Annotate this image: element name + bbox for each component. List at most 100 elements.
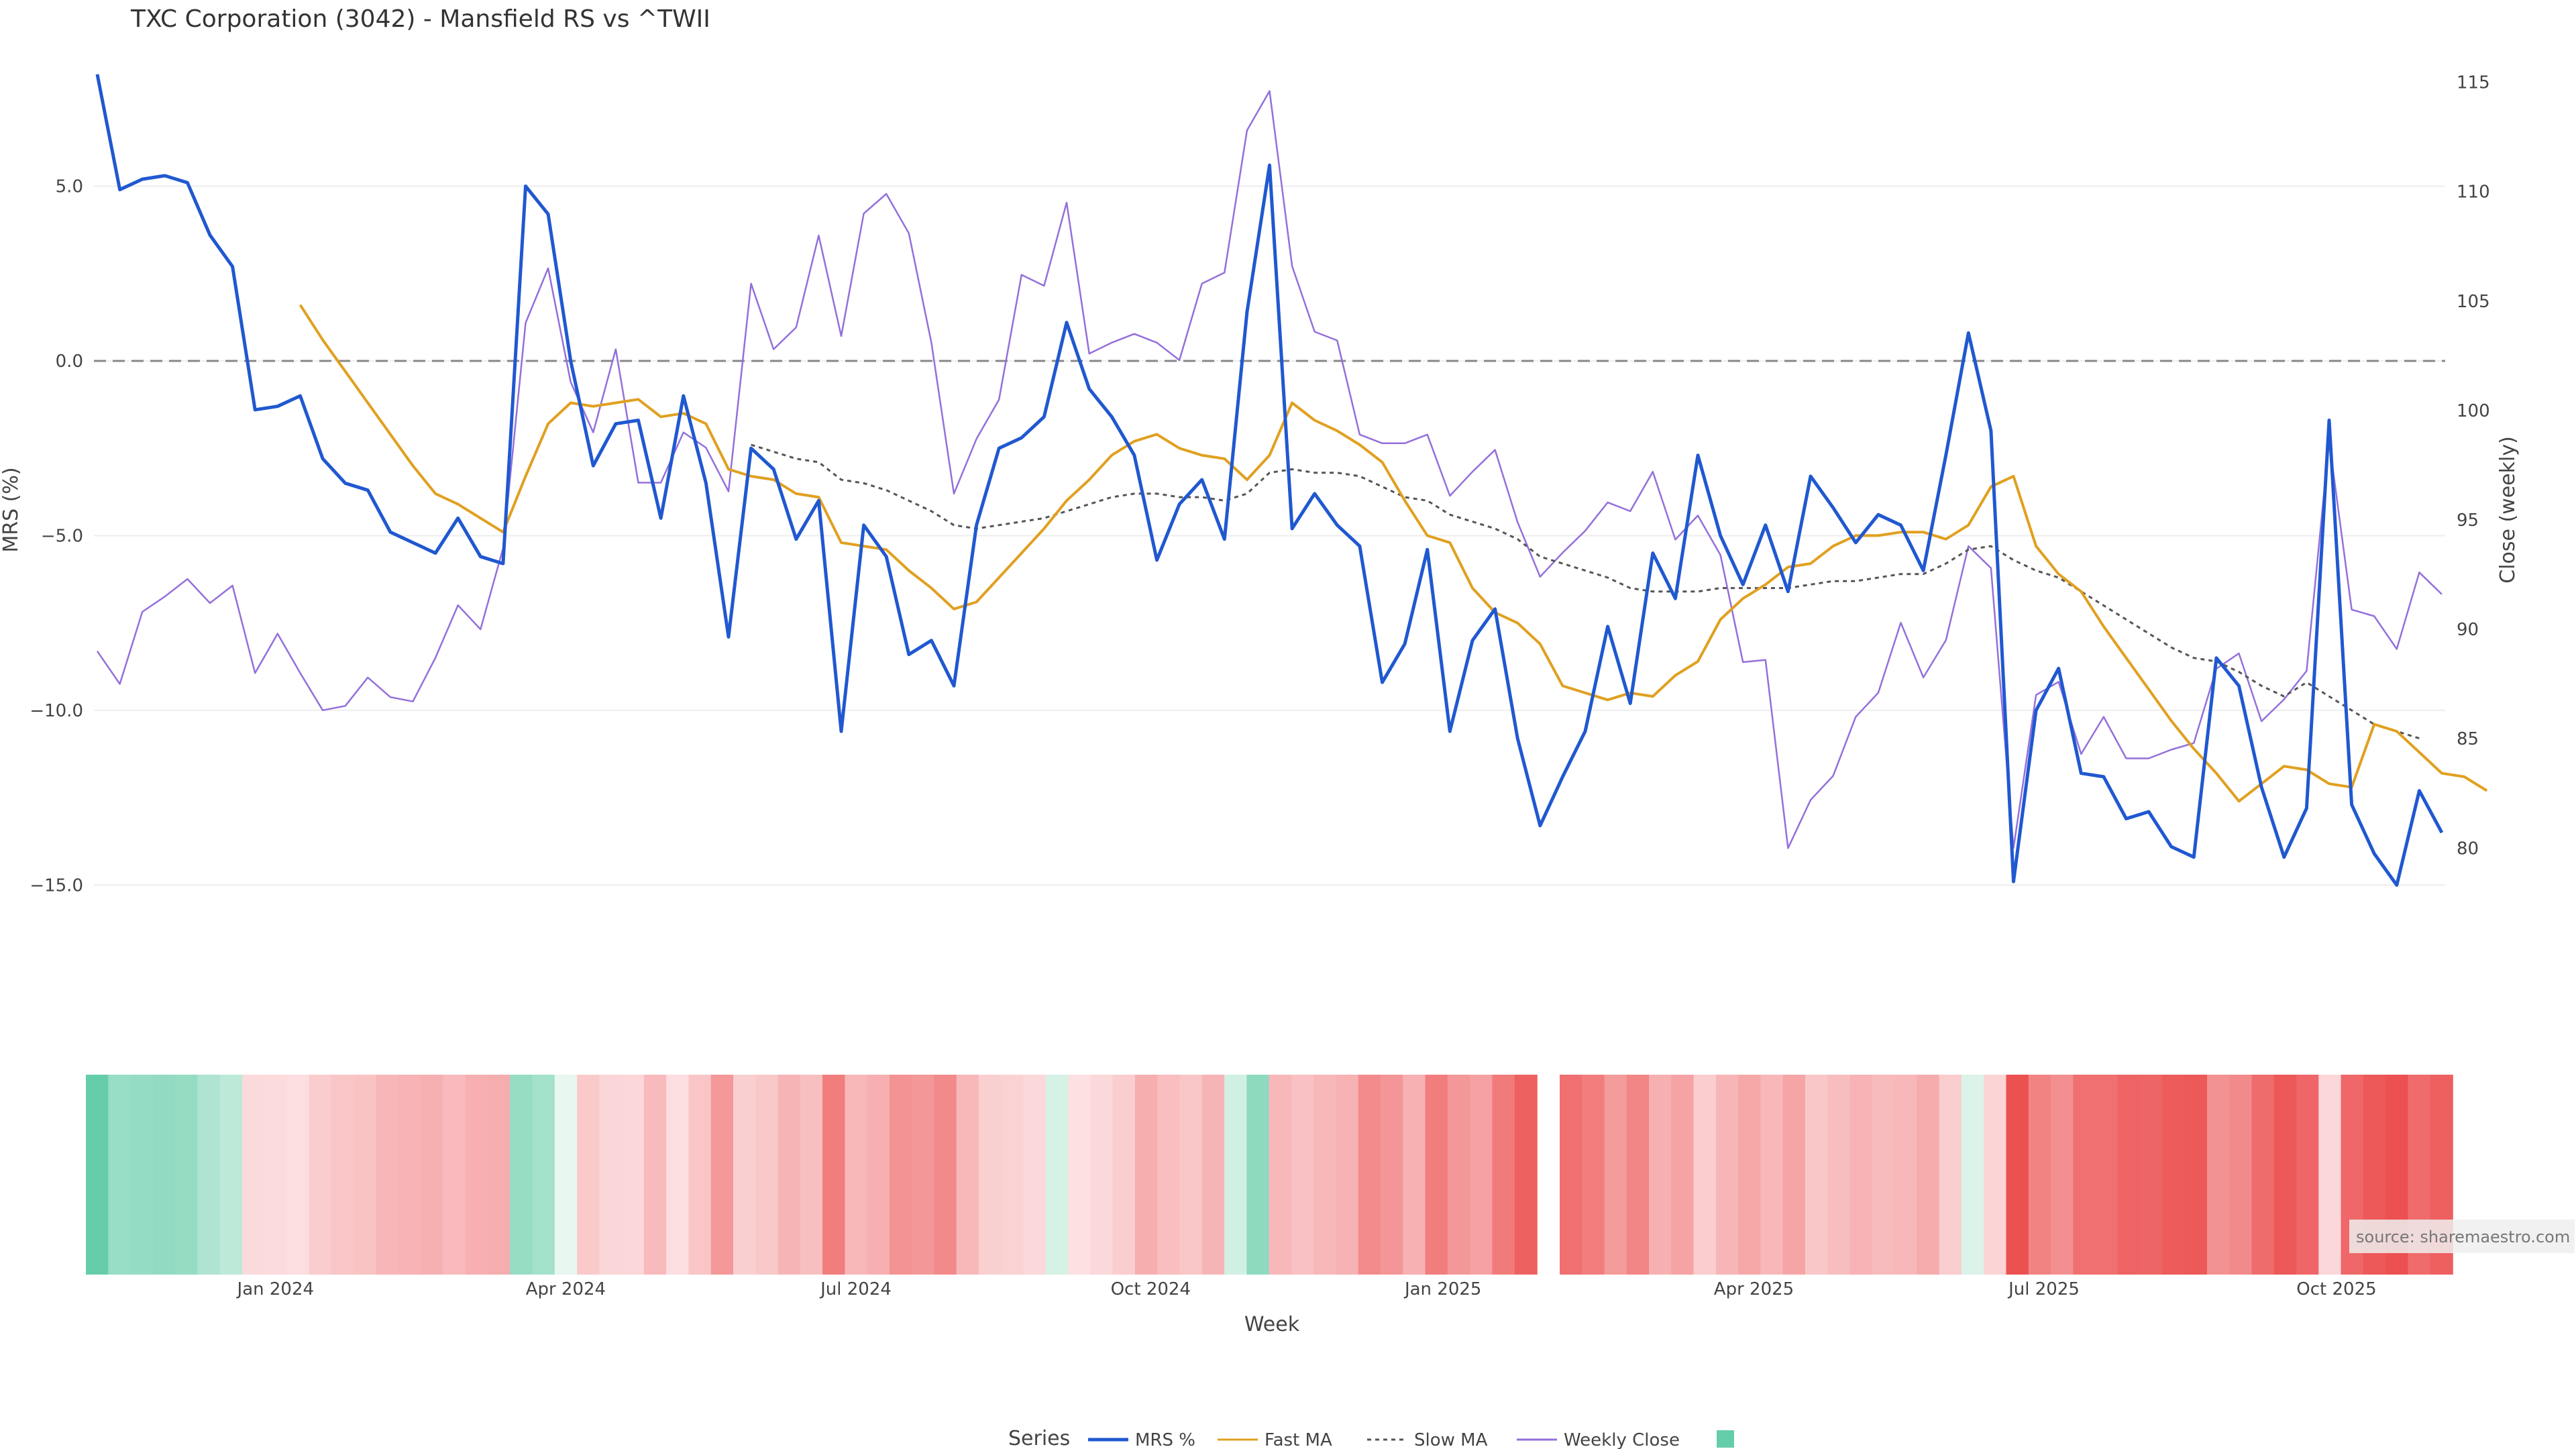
heatmap-cell [889, 1075, 912, 1275]
heatmap-cell [1447, 1075, 1470, 1275]
heatmap-cell [1224, 1075, 1248, 1275]
heatmap-cell [1135, 1075, 1159, 1275]
heatmap-cell [755, 1075, 779, 1275]
heatmap-cell [599, 1075, 623, 1275]
y2-axis-title: Close (weekly) [2496, 436, 2520, 584]
heatmap-cell [1179, 1075, 1203, 1275]
heatmap-cell [577, 1075, 600, 1275]
y-tick-label: −5.0 [41, 526, 83, 546]
y-tick-label: −15.0 [30, 875, 83, 896]
heatmap-cell [1492, 1075, 1515, 1275]
heatmap-cell [643, 1075, 667, 1275]
heatmap-cell [2162, 1075, 2186, 1275]
heatmap-cell [532, 1075, 555, 1275]
heatmap-cell [1560, 1075, 1583, 1275]
heatmap-cell [1626, 1075, 1650, 1275]
heatmap-cell [688, 1075, 712, 1275]
heatmap-cell [1872, 1075, 1895, 1275]
y2-tick-label: 105 [2457, 292, 2490, 312]
heatmap-cell [241, 1075, 265, 1275]
heatmap-cell [822, 1075, 846, 1275]
y2-tick-label: 100 [2457, 401, 2490, 421]
heatmap-cell [1693, 1075, 1717, 1275]
heatmap-cell [956, 1075, 979, 1275]
x-tick-label: Jul 2025 [2007, 1279, 2080, 1299]
mrs-heatmap [86, 1075, 2453, 1275]
heatmap-cell [1381, 1075, 1404, 1275]
heatmap-cell [1291, 1075, 1314, 1275]
heatmap-cell [2273, 1075, 2297, 1275]
heatmap-cell [1760, 1075, 1784, 1275]
heatmap-cell [1849, 1075, 1873, 1275]
heatmap-cell [777, 1075, 801, 1275]
y2-tick-label: 80 [2457, 839, 2479, 859]
heatmap-cell [1984, 1075, 2007, 1275]
y2-tick-label: 115 [2457, 73, 2490, 93]
heatmap-cell [1649, 1075, 1672, 1275]
heatmap-cell [1961, 1075, 1984, 1275]
heatmap-cell [1201, 1075, 1225, 1275]
heatmap-cell [1425, 1075, 1448, 1275]
left-axis-ticks: 5.0 0.0 −5.0 −10.0 −15.0 [30, 177, 83, 896]
y-tick-label: 5.0 [56, 177, 83, 197]
heatmap-cell [1313, 1075, 1337, 1275]
heatmap-cell [2028, 1075, 2051, 1275]
y2-tick-label: 85 [2457, 729, 2479, 749]
right-axis-ticks: 115 110 105 100 95 90 85 80 [2457, 73, 2490, 859]
heatmap-cell [1805, 1075, 1829, 1275]
heatmap-cell [867, 1075, 890, 1275]
heatmap-cell [488, 1075, 511, 1275]
y2-tick-label: 95 [2457, 511, 2479, 531]
heatmap-cell [152, 1075, 176, 1275]
heatmap-cell [1336, 1075, 1359, 1275]
heatmap-cell [2006, 1075, 2029, 1275]
heatmap-cell [1582, 1075, 1605, 1275]
heatmap-cell [1671, 1075, 1695, 1275]
legend: Series MRS % Fast MA Slow MA Weekly Close [1008, 1427, 1734, 1449]
series-layer [95, 74, 2488, 887]
heatmap-cell [1604, 1075, 1627, 1275]
legend-heatmap-swatch [1717, 1430, 1734, 1448]
heatmap-cell [2051, 1075, 2074, 1275]
x-tick-label: Apr 2024 [526, 1279, 606, 1299]
heatmap-cell [2318, 1075, 2342, 1275]
heatmap-cell [219, 1075, 243, 1275]
heatmap-cell [1514, 1075, 1538, 1275]
heatmap-cell [1403, 1075, 1426, 1275]
heatmap-cell [710, 1075, 734, 1275]
heatmap-cell [1827, 1075, 1851, 1275]
heatmap-cell [845, 1075, 868, 1275]
heatmap-cell [331, 1075, 355, 1275]
heatmap-cell [1939, 1075, 1962, 1275]
x-tick-label: Jan 2025 [1403, 1279, 1482, 1299]
heatmap-cell [1090, 1075, 1114, 1275]
legend-title: Series [1008, 1427, 1070, 1449]
y-axis-title: MRS (%) [0, 467, 23, 552]
heatmap-cell [86, 1075, 109, 1275]
heatmap-cell [733, 1075, 757, 1275]
x-axis-title: Week [1244, 1313, 1300, 1336]
heatmap-cell [666, 1075, 690, 1275]
x-tick-label: Oct 2025 [2296, 1279, 2376, 1299]
heatmap-cell [1023, 1075, 1046, 1275]
mrs-line [95, 74, 2444, 887]
y2-tick-label: 110 [2457, 182, 2490, 203]
heatmap-cell [800, 1075, 823, 1275]
heatmap-cell [2140, 1075, 2163, 1275]
heatmap-cell [108, 1075, 131, 1275]
heatmap-cell [264, 1075, 288, 1275]
heatmap-cell [1269, 1075, 1292, 1275]
x-tick-label: Oct 2024 [1111, 1279, 1191, 1299]
heatmap-cell [309, 1075, 332, 1275]
heatmap-cell [1112, 1075, 1136, 1275]
heatmap-cell [1045, 1075, 1069, 1275]
heatmap-cell [443, 1075, 466, 1275]
x-tick-label: Jan 2024 [236, 1279, 315, 1299]
y-tick-label: 0.0 [56, 352, 83, 372]
heatmap-cell [1894, 1075, 1918, 1275]
heatmap-cell [621, 1075, 645, 1275]
source-label: source: sharemaestro.com [2356, 1228, 2570, 1246]
heatmap-cell [1157, 1075, 1181, 1275]
fast-ma-line [299, 304, 2488, 803]
